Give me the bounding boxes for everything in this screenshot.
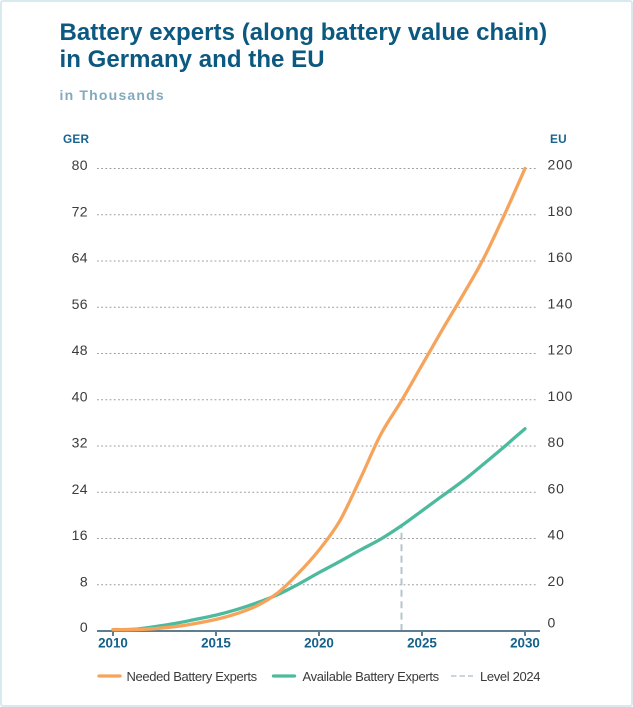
svg-text:200: 200 bbox=[548, 157, 574, 173]
svg-text:Available Battery Experts: Available Battery Experts bbox=[303, 669, 440, 684]
svg-text:72: 72 bbox=[72, 203, 88, 219]
svg-text:2015: 2015 bbox=[201, 635, 231, 650]
svg-text:Level 2024: Level 2024 bbox=[480, 669, 540, 684]
svg-text:16: 16 bbox=[72, 527, 88, 543]
svg-text:8: 8 bbox=[80, 573, 88, 589]
svg-text:100: 100 bbox=[548, 388, 574, 404]
svg-text:40: 40 bbox=[72, 388, 88, 404]
svg-text:56: 56 bbox=[72, 296, 88, 312]
svg-text:80: 80 bbox=[72, 157, 88, 173]
svg-text:160: 160 bbox=[548, 249, 574, 265]
svg-text:80: 80 bbox=[548, 434, 565, 450]
svg-text:140: 140 bbox=[548, 295, 574, 311]
svg-text:60: 60 bbox=[548, 480, 565, 496]
svg-text:48: 48 bbox=[72, 342, 88, 358]
svg-text:EU: EU bbox=[550, 132, 567, 146]
svg-text:20: 20 bbox=[548, 573, 565, 589]
svg-text:64: 64 bbox=[72, 250, 88, 266]
svg-text:2020: 2020 bbox=[304, 635, 334, 650]
svg-text:0: 0 bbox=[548, 615, 557, 631]
svg-text:32: 32 bbox=[72, 435, 88, 451]
svg-text:120: 120 bbox=[548, 342, 574, 358]
svg-text:2030: 2030 bbox=[510, 635, 540, 650]
svg-text:2025: 2025 bbox=[407, 635, 437, 650]
svg-text:180: 180 bbox=[548, 203, 574, 219]
svg-text:GER: GER bbox=[63, 132, 89, 146]
svg-text:40: 40 bbox=[548, 527, 565, 543]
svg-text:2010: 2010 bbox=[98, 635, 128, 650]
svg-text:Needed Battery Experts: Needed Battery Experts bbox=[127, 669, 258, 684]
svg-text:0: 0 bbox=[80, 619, 88, 635]
svg-text:24: 24 bbox=[72, 481, 88, 497]
